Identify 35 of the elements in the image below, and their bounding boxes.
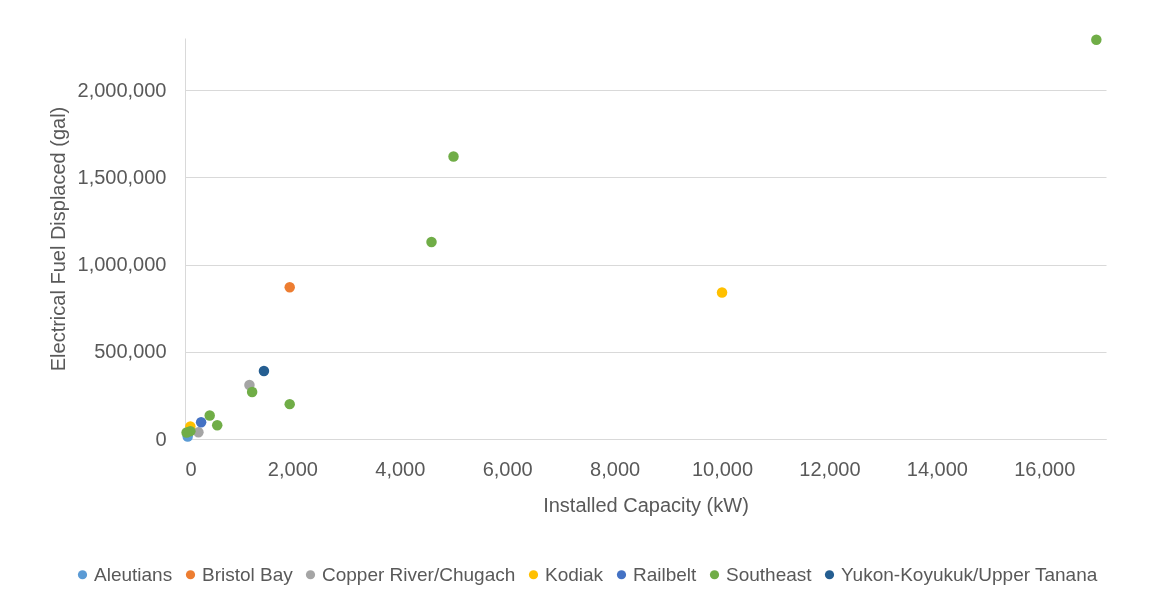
legend-label: Aleutians xyxy=(94,563,173,585)
point xyxy=(716,287,728,298)
legend-label: Railbelt xyxy=(633,563,698,585)
point xyxy=(284,398,295,410)
point xyxy=(181,427,192,438)
y-tick-label: 1,000,000 xyxy=(77,253,167,276)
y-tick-label: 1,500,000 xyxy=(77,165,167,188)
x-tick-label: 4,000 xyxy=(375,457,426,480)
x-tick-label: 12,000 xyxy=(799,457,861,480)
point xyxy=(258,365,270,377)
point xyxy=(1091,34,1102,45)
x-tick-label: 6,000 xyxy=(482,457,533,480)
point xyxy=(284,282,295,293)
legend-label: Copper River/Chugach xyxy=(322,563,516,585)
x-tick-label: 8,000 xyxy=(590,457,641,480)
x-tick-label: 14,000 xyxy=(906,457,968,480)
point xyxy=(426,236,437,248)
point xyxy=(211,419,223,431)
y-axis-title: Electrical Fuel Displaced (gal) xyxy=(46,106,69,372)
y-tick-label: 0 xyxy=(155,427,167,450)
x-tick-label: 2,000 xyxy=(267,457,318,480)
y-tick-label: 2,000,000 xyxy=(77,78,167,101)
legend-label: Southeast xyxy=(726,563,813,585)
x-axis-title: Installed Capacity (kW) xyxy=(543,493,749,516)
point xyxy=(246,386,258,398)
legend-label: Bristol Bay xyxy=(202,563,294,585)
y-tick-label: 500,000 xyxy=(94,340,167,363)
point xyxy=(204,410,215,421)
x-tick-label: 16,000 xyxy=(1014,457,1076,480)
point xyxy=(195,417,207,428)
x-tick-label: 10,000 xyxy=(691,457,754,480)
point xyxy=(448,151,459,162)
legend-label: Kodiak xyxy=(545,563,604,585)
legend-label: Yukon-Koyukuk/Upper Tanana xyxy=(841,563,1098,585)
x-tick-label: 0 xyxy=(185,457,197,480)
